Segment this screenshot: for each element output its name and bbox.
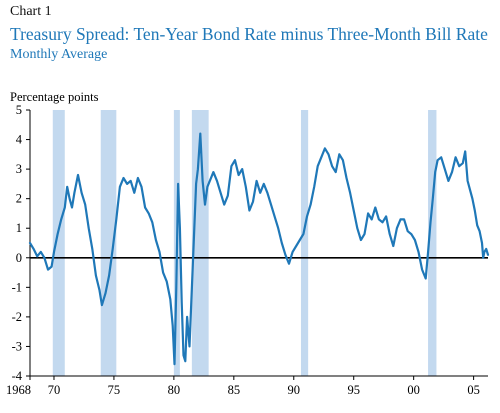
x-tick-label-05: 05 bbox=[467, 383, 480, 397]
recession-bands bbox=[52, 110, 437, 376]
series-layer bbox=[28, 132, 490, 366]
y-tick-label-2: 2 bbox=[16, 192, 22, 206]
recession-band-5 bbox=[428, 110, 437, 376]
recession-band-4 bbox=[300, 110, 309, 376]
recession-band-1 bbox=[100, 110, 117, 376]
chart-title: Treasury Spread: Ten-Year Bond Rate minu… bbox=[10, 24, 488, 44]
chart-subtitle: Monthly Average bbox=[10, 47, 108, 62]
x-tick-label-95: 95 bbox=[347, 383, 360, 397]
y-tick-label-0: 0 bbox=[16, 251, 22, 265]
y-tick-label-1: 1 bbox=[16, 221, 22, 235]
y-axis-label: Percentage points bbox=[10, 90, 99, 104]
y-tick-label--4: -4 bbox=[12, 369, 23, 383]
y-tick-label--3: -3 bbox=[12, 339, 22, 353]
x-tick-label-80: 80 bbox=[168, 383, 181, 397]
series-line-0 bbox=[28, 132, 490, 366]
y-tick-label-5: 5 bbox=[16, 103, 22, 117]
x-tick-label-00: 00 bbox=[407, 383, 420, 397]
y-tick-label-3: 3 bbox=[16, 162, 22, 176]
recession-band-0 bbox=[52, 110, 65, 376]
chart-number-label: Chart 1 bbox=[10, 4, 52, 19]
x-tick-label-75: 75 bbox=[108, 383, 121, 397]
x-tick-label-85: 85 bbox=[228, 383, 241, 397]
x-tick-label-70: 70 bbox=[48, 383, 61, 397]
y-tick-label--2: -2 bbox=[12, 310, 22, 324]
x-tick-label-1968: 1968 bbox=[6, 383, 31, 397]
y-tick-label--1: -1 bbox=[12, 280, 22, 294]
y-tick-label-4: 4 bbox=[16, 133, 23, 147]
x-tick-label-90: 90 bbox=[288, 383, 301, 397]
